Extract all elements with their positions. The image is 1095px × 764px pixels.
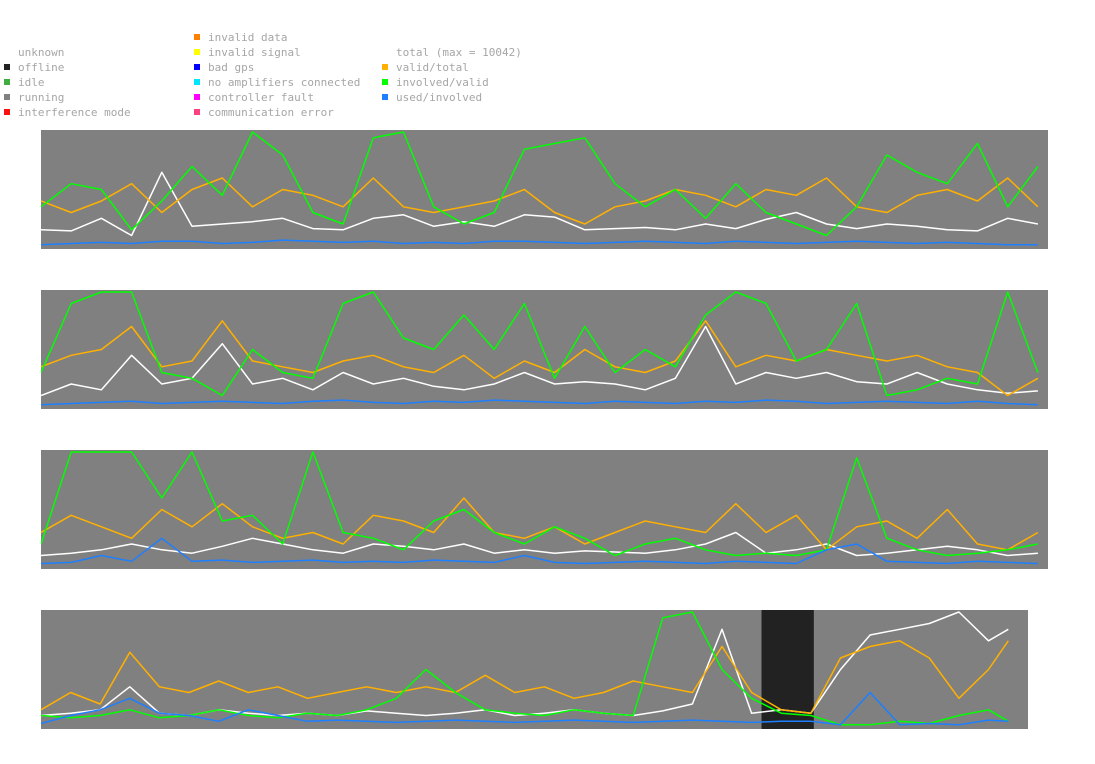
series-line-involved-valid [41, 131, 1039, 237]
chart-panel-3 [41, 450, 1048, 569]
legend-label: bad gps [208, 61, 255, 74]
chart-plot-1 [41, 131, 1039, 246]
legend-label: total (max = 10042) [396, 46, 522, 59]
legend-swatch [382, 64, 388, 70]
legend-label: invalid data [208, 31, 288, 44]
series-line-involved-valid [41, 291, 1039, 397]
legend-label: used/involved [396, 91, 483, 104]
chart-plot-2 [41, 291, 1039, 406]
series-line-involved-valid [41, 451, 1039, 557]
legend-item-valid-total: valid/total [382, 60, 522, 75]
offline-band [761, 610, 814, 729]
legend-label: communication error [208, 106, 334, 119]
legend-column-1: unknown offline idle running interference mo… [4, 45, 131, 120]
legend-item-interference-mode: interference mode [4, 105, 131, 120]
legend-label: invalid signal [208, 46, 301, 59]
legend-label: offline [18, 61, 65, 74]
series-line-used-involved [41, 399, 1038, 406]
legend-item-involved-valid: involved/valid [382, 75, 522, 90]
legend-swatch [382, 94, 388, 100]
series-line-valid-total [41, 497, 1039, 551]
series-line-used-involved [41, 537, 1038, 565]
legend-label: involved/valid [396, 76, 489, 89]
legend-item-used-involved: used/involved [382, 90, 522, 105]
series-line-valid-total [41, 320, 1039, 397]
legend-item-idle: idle [4, 75, 131, 90]
legend-item-unknown: unknown [4, 45, 131, 60]
series-line-total [41, 325, 1038, 397]
legend-swatch [4, 109, 10, 115]
legend-label: running [18, 91, 65, 104]
chart-panel-1 [41, 130, 1048, 249]
series-line-involved-valid [41, 611, 1009, 726]
legend-column-2: invalid data invalid signal bad gps no ampl… [194, 30, 360, 120]
series-line-valid-total [41, 177, 1039, 225]
legend-swatch [4, 49, 10, 55]
legend-item-no-amplifiers-connected: no amplifiers connected [194, 75, 360, 90]
legend-swatch [194, 79, 200, 85]
legend-swatch [382, 79, 388, 85]
legend-swatch [194, 109, 200, 115]
legend-swatch [4, 64, 10, 70]
legend-label: valid/total [396, 61, 469, 74]
legend-swatch [194, 34, 200, 40]
legend-item-bad-gps: bad gps [194, 60, 360, 75]
legend-label: no amplifiers connected [208, 76, 361, 89]
legend-swatch [194, 49, 200, 55]
chart-panel-2 [41, 290, 1048, 409]
legend-swatch [4, 79, 10, 85]
legend-item-offline: offline [4, 60, 131, 75]
series-line-used-involved [41, 239, 1038, 246]
series-line-total [41, 171, 1039, 237]
legend-swatch [194, 94, 200, 100]
series-line-total [41, 531, 1038, 557]
legend-item-total-max-10042: total (max = 10042) [382, 45, 522, 60]
legend-item-invalid-data: invalid data [194, 30, 360, 45]
series-line-valid-total [41, 640, 1009, 714]
legend-label: unknown [18, 46, 65, 59]
legend-swatch [194, 64, 200, 70]
series-line-used-involved [41, 691, 1009, 726]
legend-column-3: total (max = 10042) valid/total involved/v… [382, 45, 522, 105]
legend-item-controller-fault: controller fault [194, 90, 360, 105]
legend-label: interference mode [18, 106, 131, 119]
legend-label: controller fault [208, 91, 314, 104]
chart-panel-4 [41, 610, 1028, 729]
legend-item-running: running [4, 90, 131, 105]
chart-plot-4 [41, 610, 1009, 729]
legend-swatch [4, 94, 10, 100]
chart-plot-3 [41, 451, 1039, 565]
legend-item-communication-error: communication error [194, 105, 360, 120]
legend-label: idle [18, 76, 45, 89]
legend-item-invalid-signal: invalid signal [194, 45, 360, 60]
legend-swatch [382, 49, 388, 55]
